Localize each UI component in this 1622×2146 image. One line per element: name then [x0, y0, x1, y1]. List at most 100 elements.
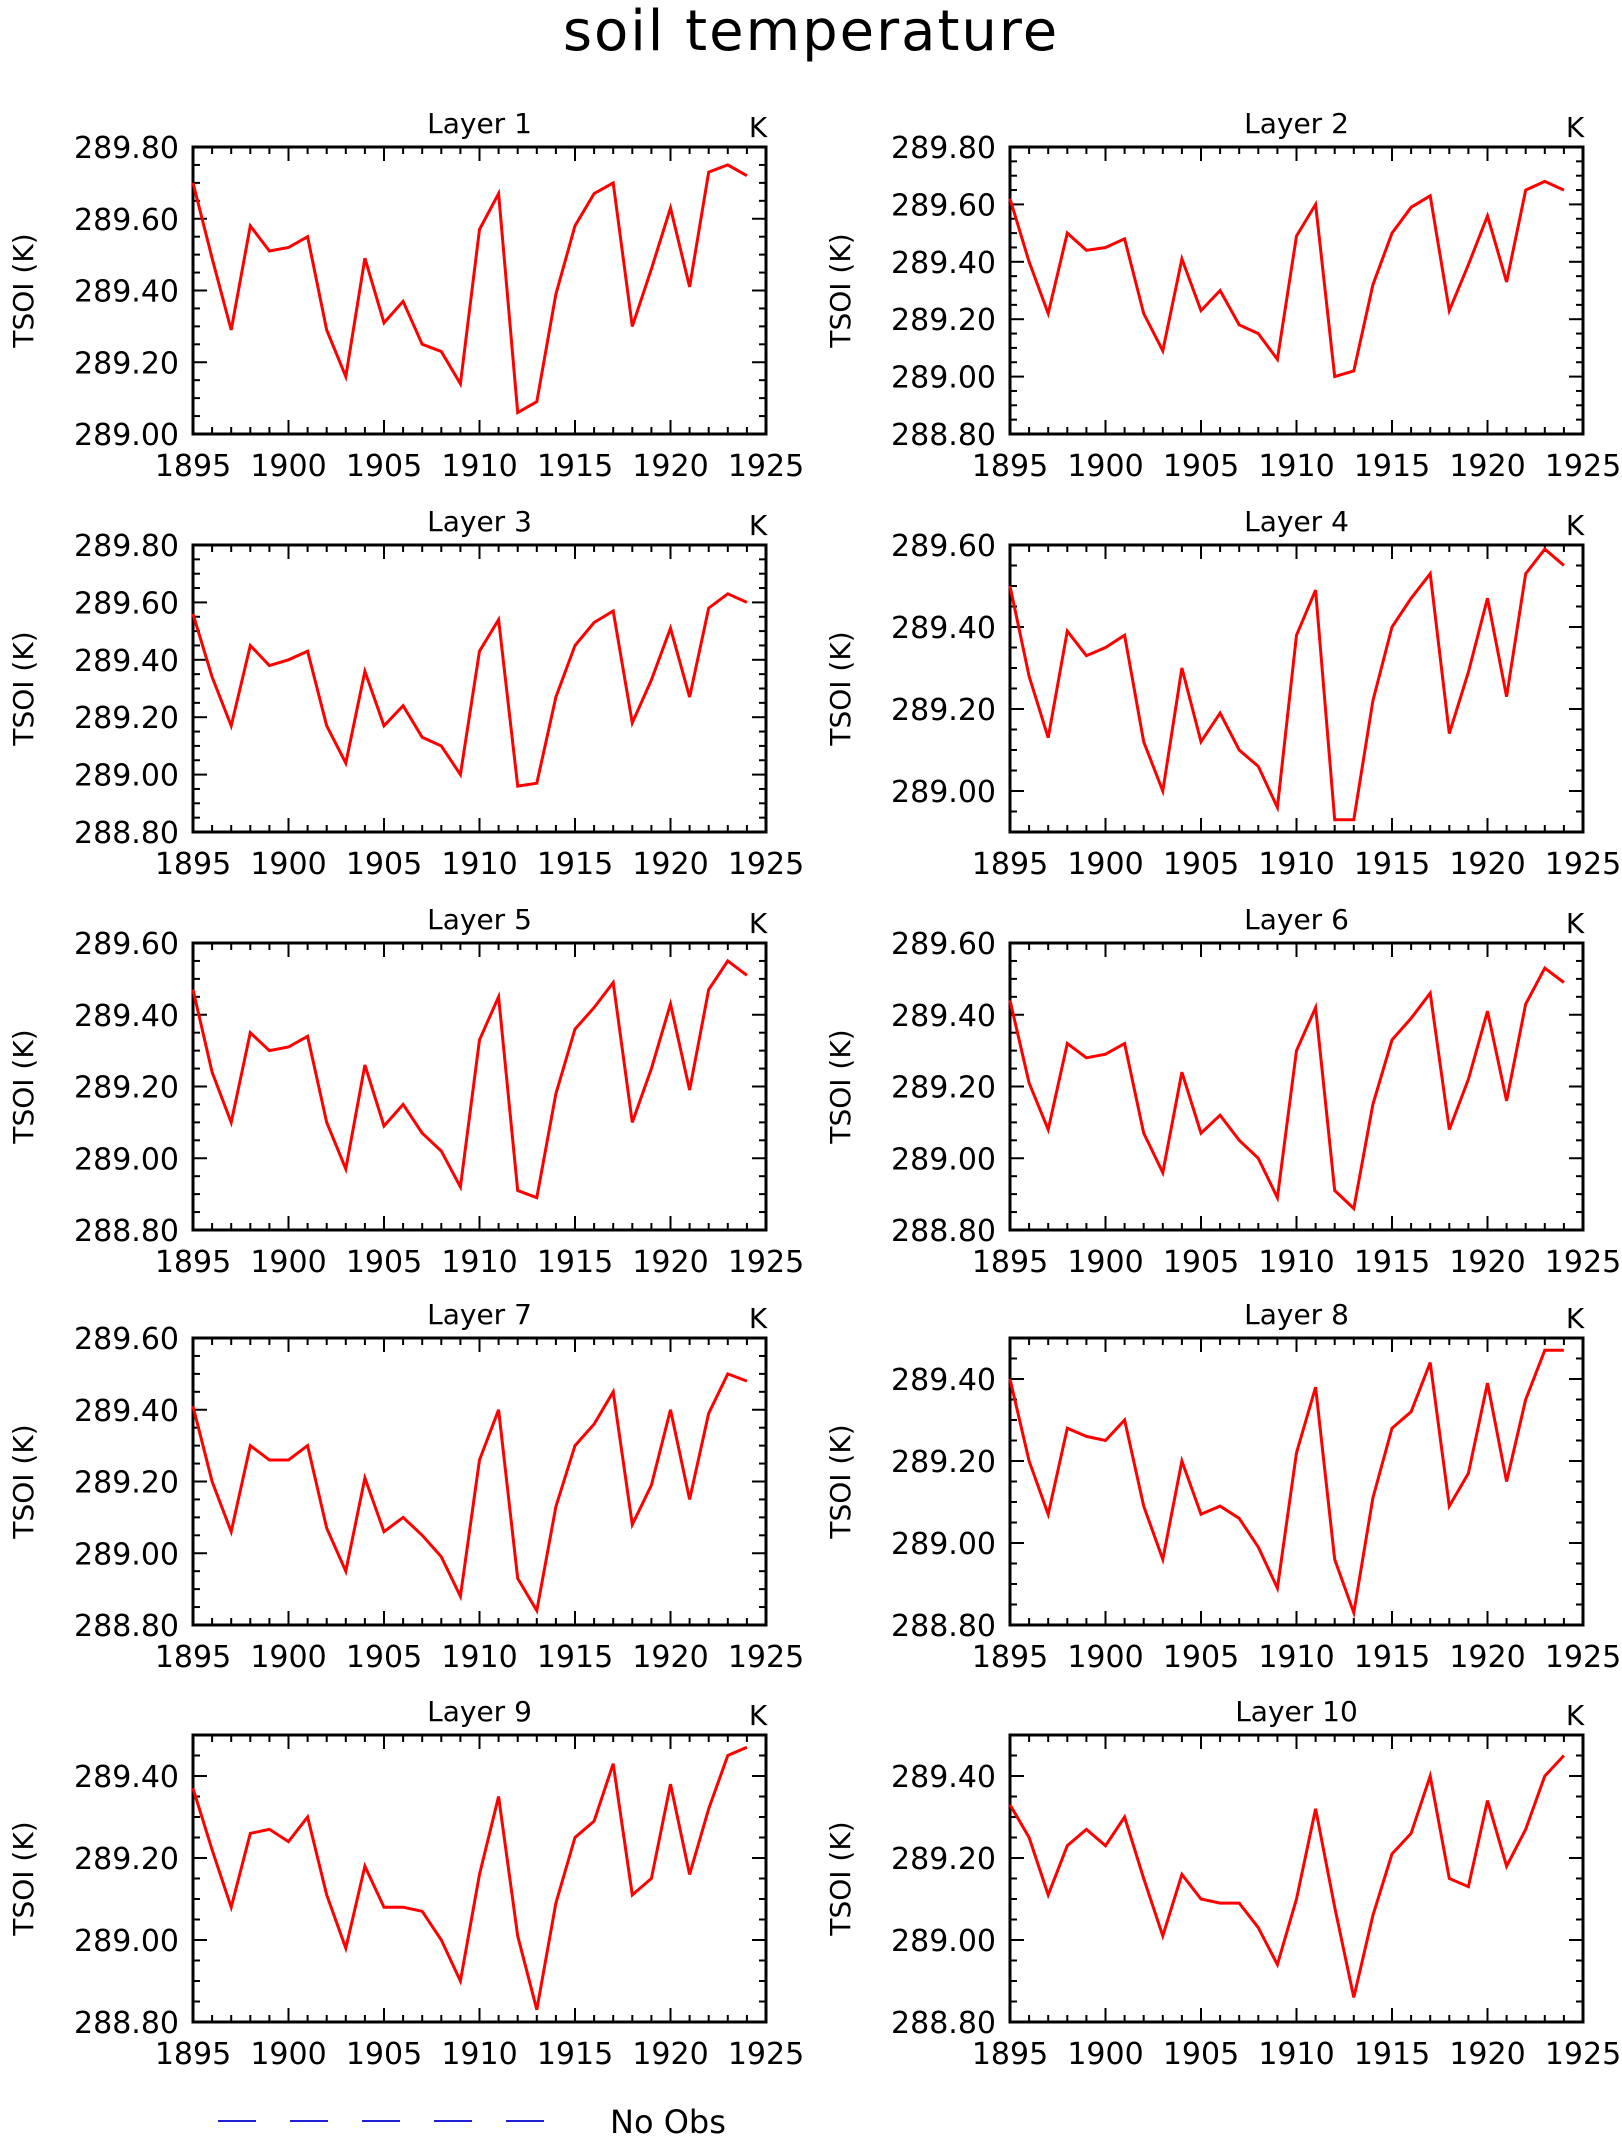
data-point — [670, 1784, 671, 1785]
data-point — [1392, 627, 1393, 628]
data-point — [1124, 1817, 1125, 1818]
data-point — [1239, 1518, 1240, 1519]
data-point — [1277, 1964, 1278, 1965]
data-point — [1201, 1133, 1202, 1134]
y-tick-label: 289.00 — [74, 418, 179, 453]
data-point — [746, 1747, 747, 1748]
y-tick-label: 288.80 — [74, 1609, 179, 1644]
data-point — [193, 989, 194, 990]
x-tick-label: 1915 — [1354, 1245, 1430, 1280]
data-point — [1525, 1003, 1526, 1004]
y-axis-label: TSOI (K) — [824, 631, 857, 746]
units-label: K — [1566, 509, 1585, 542]
data-point — [231, 1907, 232, 1908]
data-point — [1315, 204, 1316, 205]
x-tick-label: 1905 — [346, 847, 422, 882]
data-point — [1201, 1899, 1202, 1900]
y-axis-label: TSOI (K) — [824, 233, 857, 348]
data-point — [1353, 370, 1354, 371]
data-point — [1296, 235, 1297, 236]
x-tick-label: 1910 — [1258, 449, 1334, 484]
y-tick-label: 289.20 — [74, 1842, 179, 1877]
x-tick-label: 1895 — [155, 2037, 231, 2072]
y-tick-label: 288.80 — [74, 816, 179, 851]
x-tick-label: 1910 — [441, 847, 517, 882]
data-point — [1334, 819, 1335, 820]
data-point — [1468, 1473, 1469, 1474]
data-point — [727, 164, 728, 165]
data-point — [250, 1833, 251, 1834]
data-point — [1258, 1158, 1259, 1159]
data-point — [555, 1903, 556, 1904]
data-point — [632, 1524, 633, 1525]
data-point — [307, 1445, 308, 1446]
x-tick-label: 1910 — [1258, 847, 1334, 882]
data-point — [1086, 1436, 1087, 1437]
data-point — [326, 1528, 327, 1529]
x-tick-label: 1915 — [537, 1640, 613, 1675]
data-point — [1162, 1935, 1163, 1936]
chart-panel-5: 1895 1900 1905 1910 1915 1920 1925 288.80 289.00… — [7, 903, 804, 1280]
x-tick-label: 1920 — [1449, 847, 1525, 882]
legend-label: No Obs — [610, 2103, 726, 2141]
x-tick-label: 1905 — [346, 1640, 422, 1675]
x-tick-label: 1905 — [346, 449, 422, 484]
data-point — [269, 665, 270, 666]
data-point — [594, 193, 595, 194]
y-tick-label: 289.00 — [891, 775, 996, 810]
data-point — [250, 225, 251, 226]
data-point — [1162, 350, 1163, 351]
data-point — [1239, 1903, 1240, 1904]
y-tick-label: 289.20 — [891, 303, 996, 338]
data-point — [575, 1837, 576, 1838]
x-tick-label: 1915 — [1354, 449, 1430, 484]
data-point — [212, 1072, 213, 1073]
y-axis-label: TSOI (K) — [7, 233, 40, 348]
data-point — [1162, 1559, 1163, 1560]
data-point — [1067, 1428, 1068, 1429]
x-tick-label: 1925 — [728, 847, 804, 882]
data-point — [1411, 207, 1412, 208]
data-point — [1353, 1612, 1354, 1613]
data-point — [1392, 1853, 1393, 1854]
x-tick-label: 1900 — [250, 1640, 326, 1675]
data-point — [555, 1093, 556, 1094]
data-point — [651, 1485, 652, 1486]
data-point — [1067, 631, 1068, 632]
data-point — [651, 1878, 652, 1879]
x-tick-label: 1920 — [632, 2037, 708, 2072]
chart-panel-1: 1895 1900 1905 1910 1915 1920 1925 289.00 289.20… — [7, 107, 804, 484]
data-point — [1544, 1776, 1545, 1777]
chart-panel-7: 1895 1900 1905 1910 1915 1920 1925 288.80 289.00… — [7, 1298, 804, 1675]
data-point — [288, 1841, 289, 1842]
y-tick-label: 289.20 — [891, 1071, 996, 1106]
data-point — [1563, 190, 1564, 191]
data-point — [479, 1874, 480, 1875]
data-point — [441, 745, 442, 746]
data-point — [1430, 573, 1431, 574]
data-point — [307, 651, 308, 652]
data-point — [422, 1911, 423, 1912]
x-tick-label: 1910 — [441, 2037, 517, 2072]
data-point — [1124, 1420, 1125, 1421]
data-point — [555, 697, 556, 698]
data-point — [1449, 733, 1450, 734]
y-tick-label: 289.80 — [891, 131, 996, 166]
y-tick-label: 289.40 — [891, 1363, 996, 1398]
data-point — [727, 1755, 728, 1756]
x-tick-label: 1920 — [1449, 1640, 1525, 1675]
data-point — [384, 1907, 385, 1908]
data-point — [1449, 1129, 1450, 1130]
data-point — [1181, 1072, 1182, 1073]
data-point — [1105, 1054, 1106, 1055]
data-point — [269, 1829, 270, 1830]
data-point — [613, 1391, 614, 1392]
plot-frame — [1008, 1336, 1585, 1627]
data-point — [441, 1151, 442, 1152]
data-point — [441, 1556, 442, 1557]
data-point — [1372, 700, 1373, 701]
plot-frame — [1008, 543, 1585, 834]
data-point — [1392, 233, 1393, 234]
x-tick-label: 1910 — [441, 449, 517, 484]
data-point — [708, 989, 709, 990]
